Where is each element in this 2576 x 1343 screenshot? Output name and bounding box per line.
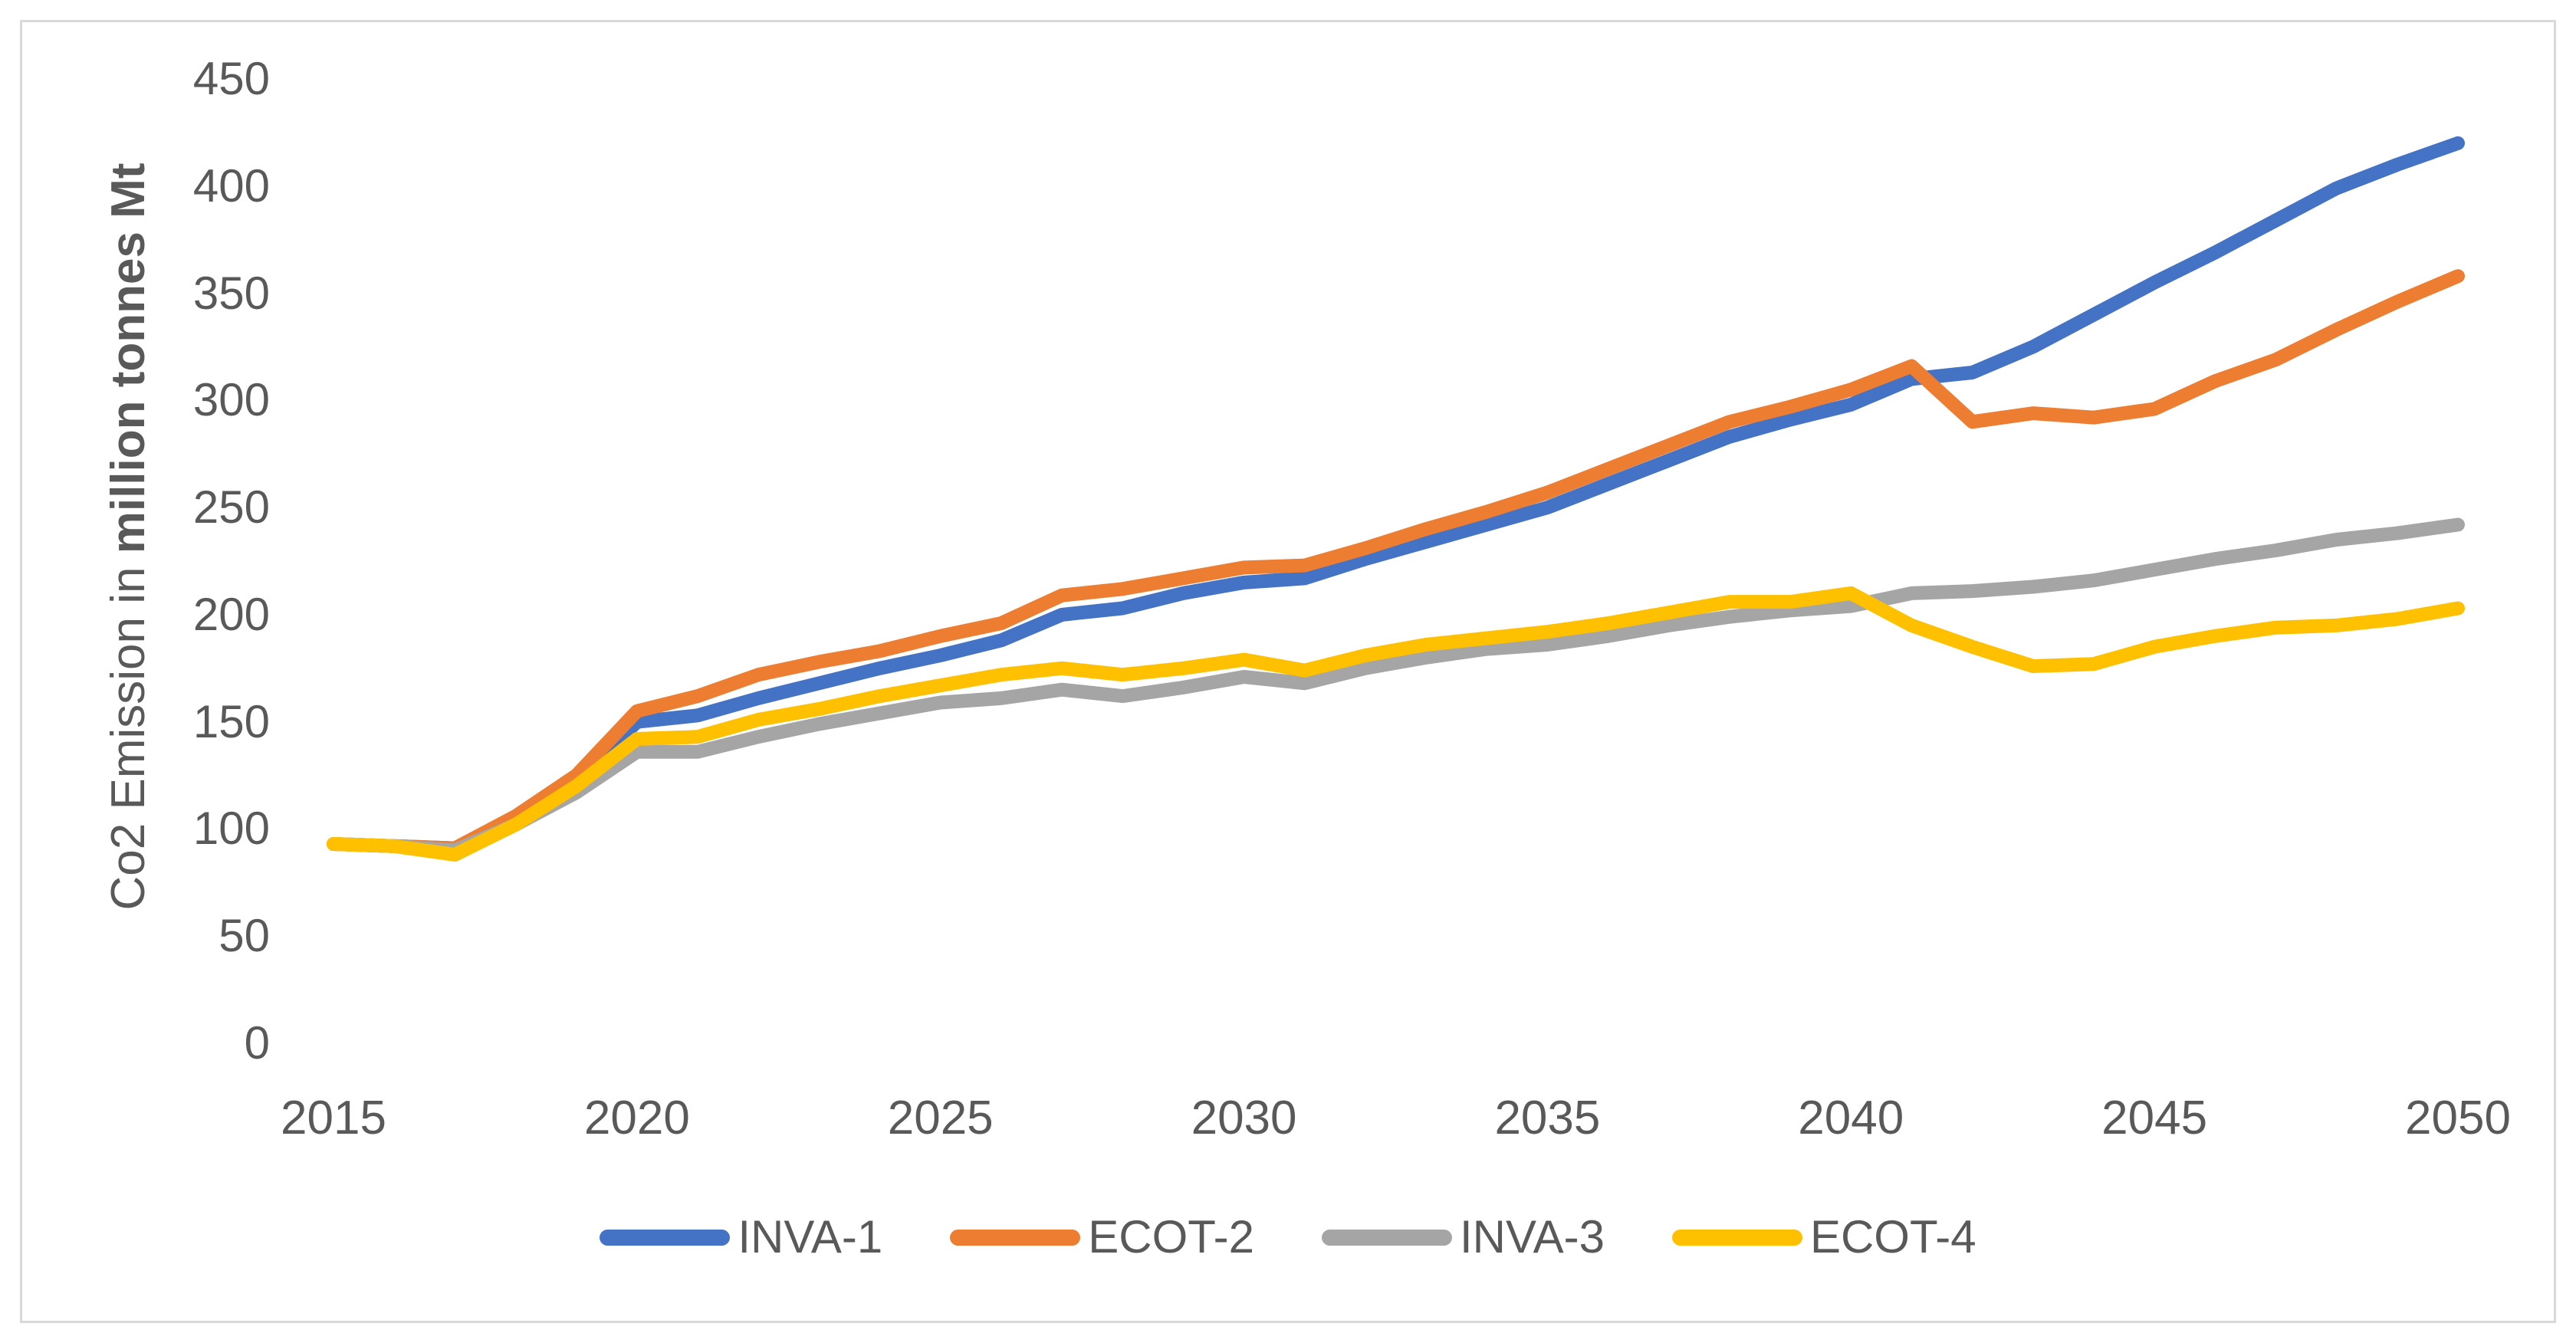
x-tick-label: 2045 bbox=[2101, 1092, 2208, 1144]
legend-item-INVA-1: INVA-1 bbox=[600, 1208, 882, 1266]
legend-label: ECOT-4 bbox=[1809, 1211, 1976, 1263]
legend-label: INVA-1 bbox=[738, 1211, 883, 1263]
x-tick-label: 2035 bbox=[1494, 1092, 1601, 1144]
x-tick-label: 2030 bbox=[1191, 1092, 1297, 1144]
legend-swatch-icon bbox=[1671, 1229, 1802, 1246]
y-tick-label: 300 bbox=[192, 374, 270, 426]
series-line-INVA-1 bbox=[327, 136, 2465, 855]
legend-swatch-icon bbox=[1322, 1229, 1452, 1246]
y-tick-label: 100 bbox=[192, 803, 270, 855]
legend-swatch-icon bbox=[600, 1229, 731, 1246]
legend: INVA-1 ECOT-2 INVA-3 ECOT-4 bbox=[0, 1208, 2576, 1266]
y-tick-label: 50 bbox=[219, 910, 270, 962]
x-tick-label: 2025 bbox=[887, 1092, 994, 1144]
y-tick-label: 350 bbox=[192, 267, 270, 319]
series-line-INVA-3 bbox=[327, 517, 2465, 858]
series-line-ECOT-4 bbox=[327, 586, 2465, 862]
y-tick-label: 400 bbox=[192, 159, 270, 212]
x-tick-label: 2040 bbox=[1798, 1092, 1904, 1144]
y-tick-label: 250 bbox=[192, 481, 270, 534]
x-tick-label: 2020 bbox=[583, 1092, 690, 1144]
y-tick-label: 450 bbox=[192, 52, 270, 104]
legend-item-INVA-3: INVA-3 bbox=[1322, 1208, 1605, 1266]
y-tick-label: 200 bbox=[192, 588, 270, 640]
x-tick-label: 2050 bbox=[2405, 1092, 2511, 1144]
x-tick-label: 2015 bbox=[281, 1092, 386, 1144]
legend-item-ECOT-4: ECOT-4 bbox=[1671, 1208, 1976, 1266]
legend-swatch-icon bbox=[950, 1229, 1081, 1246]
legend-label: ECOT-2 bbox=[1088, 1211, 1254, 1263]
legend-item-ECOT-2: ECOT-2 bbox=[950, 1208, 1254, 1266]
legend-label: INVA-3 bbox=[1460, 1211, 1605, 1263]
y-tick-label: 150 bbox=[192, 695, 270, 747]
series-line-ECOT-2 bbox=[327, 269, 2465, 855]
y-tick-label: 0 bbox=[244, 1017, 270, 1069]
